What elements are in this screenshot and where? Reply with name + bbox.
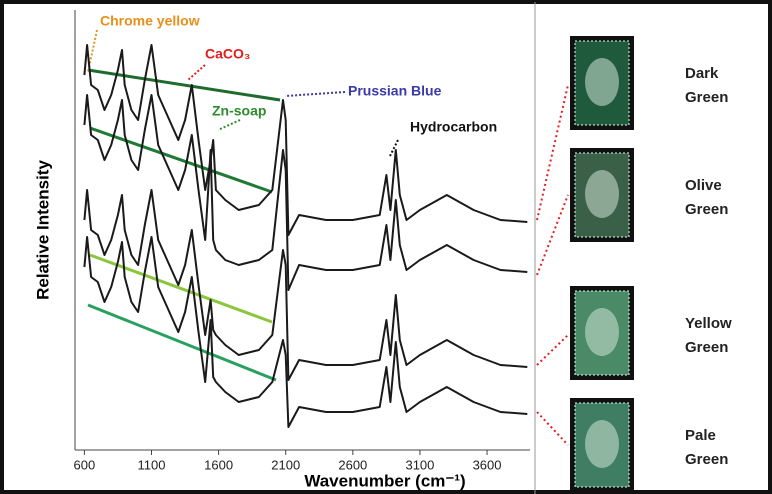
annotation: CaCO₃ (205, 46, 250, 62)
y-axis-title: Relative Intensity (33, 160, 52, 300)
annotation: Chrome yellow (100, 13, 200, 29)
stamp-portrait (585, 170, 619, 218)
stamp: Pale Green (570, 398, 728, 492)
stamp-label: Olive (685, 177, 722, 194)
connector (536, 411, 569, 446)
stamp: Dark Green (570, 36, 728, 130)
guide-line (87, 68, 281, 102)
guide-line (89, 126, 273, 194)
stamp-portrait (585, 308, 619, 356)
x-tick-label: 3600 (473, 457, 502, 472)
spectrum (83, 236, 528, 428)
stamp-portrait (585, 58, 619, 106)
x-axis-title: Wavenumber (cm⁻¹) (304, 471, 465, 490)
guide-line (87, 303, 277, 382)
stamp-label: Green (685, 89, 728, 106)
annotation: Zn-soap (212, 103, 266, 119)
annotation: Prussian Blue (348, 83, 442, 99)
stamp-label: Dark (685, 65, 719, 82)
arrows (87, 29, 399, 157)
arrow (217, 119, 241, 131)
annotation: Hydrocarbon (410, 119, 497, 135)
arrow (389, 139, 399, 157)
arrow (284, 91, 346, 97)
stamp-label: Green (685, 339, 728, 356)
stamp: Yellow Green (570, 286, 732, 380)
stamp: Olive Green (570, 148, 728, 242)
x-tick-label: 600 (74, 457, 96, 472)
spectrum (83, 94, 528, 291)
arrow (87, 29, 98, 73)
x-tick-label: 1600 (204, 457, 233, 472)
stamp-label: Yellow (685, 315, 732, 332)
connector (536, 334, 569, 366)
stamp-label: Pale (685, 427, 716, 444)
arrow (187, 64, 206, 81)
stamp-label: Green (685, 451, 728, 468)
x-tick-label: 2100 (271, 457, 300, 472)
stamp-label: Green (685, 201, 728, 218)
connector (536, 84, 569, 221)
x-tick-label: 1100 (138, 457, 166, 472)
x-tick-label: 3100 (405, 457, 434, 472)
connector (536, 194, 569, 276)
spectrum (83, 44, 528, 236)
guide-line (89, 253, 273, 324)
spectrum (83, 189, 528, 381)
stamp-portrait (585, 420, 619, 468)
guide-lines (87, 68, 281, 382)
x-tick-label: 2600 (338, 457, 367, 472)
connectors (536, 84, 569, 446)
